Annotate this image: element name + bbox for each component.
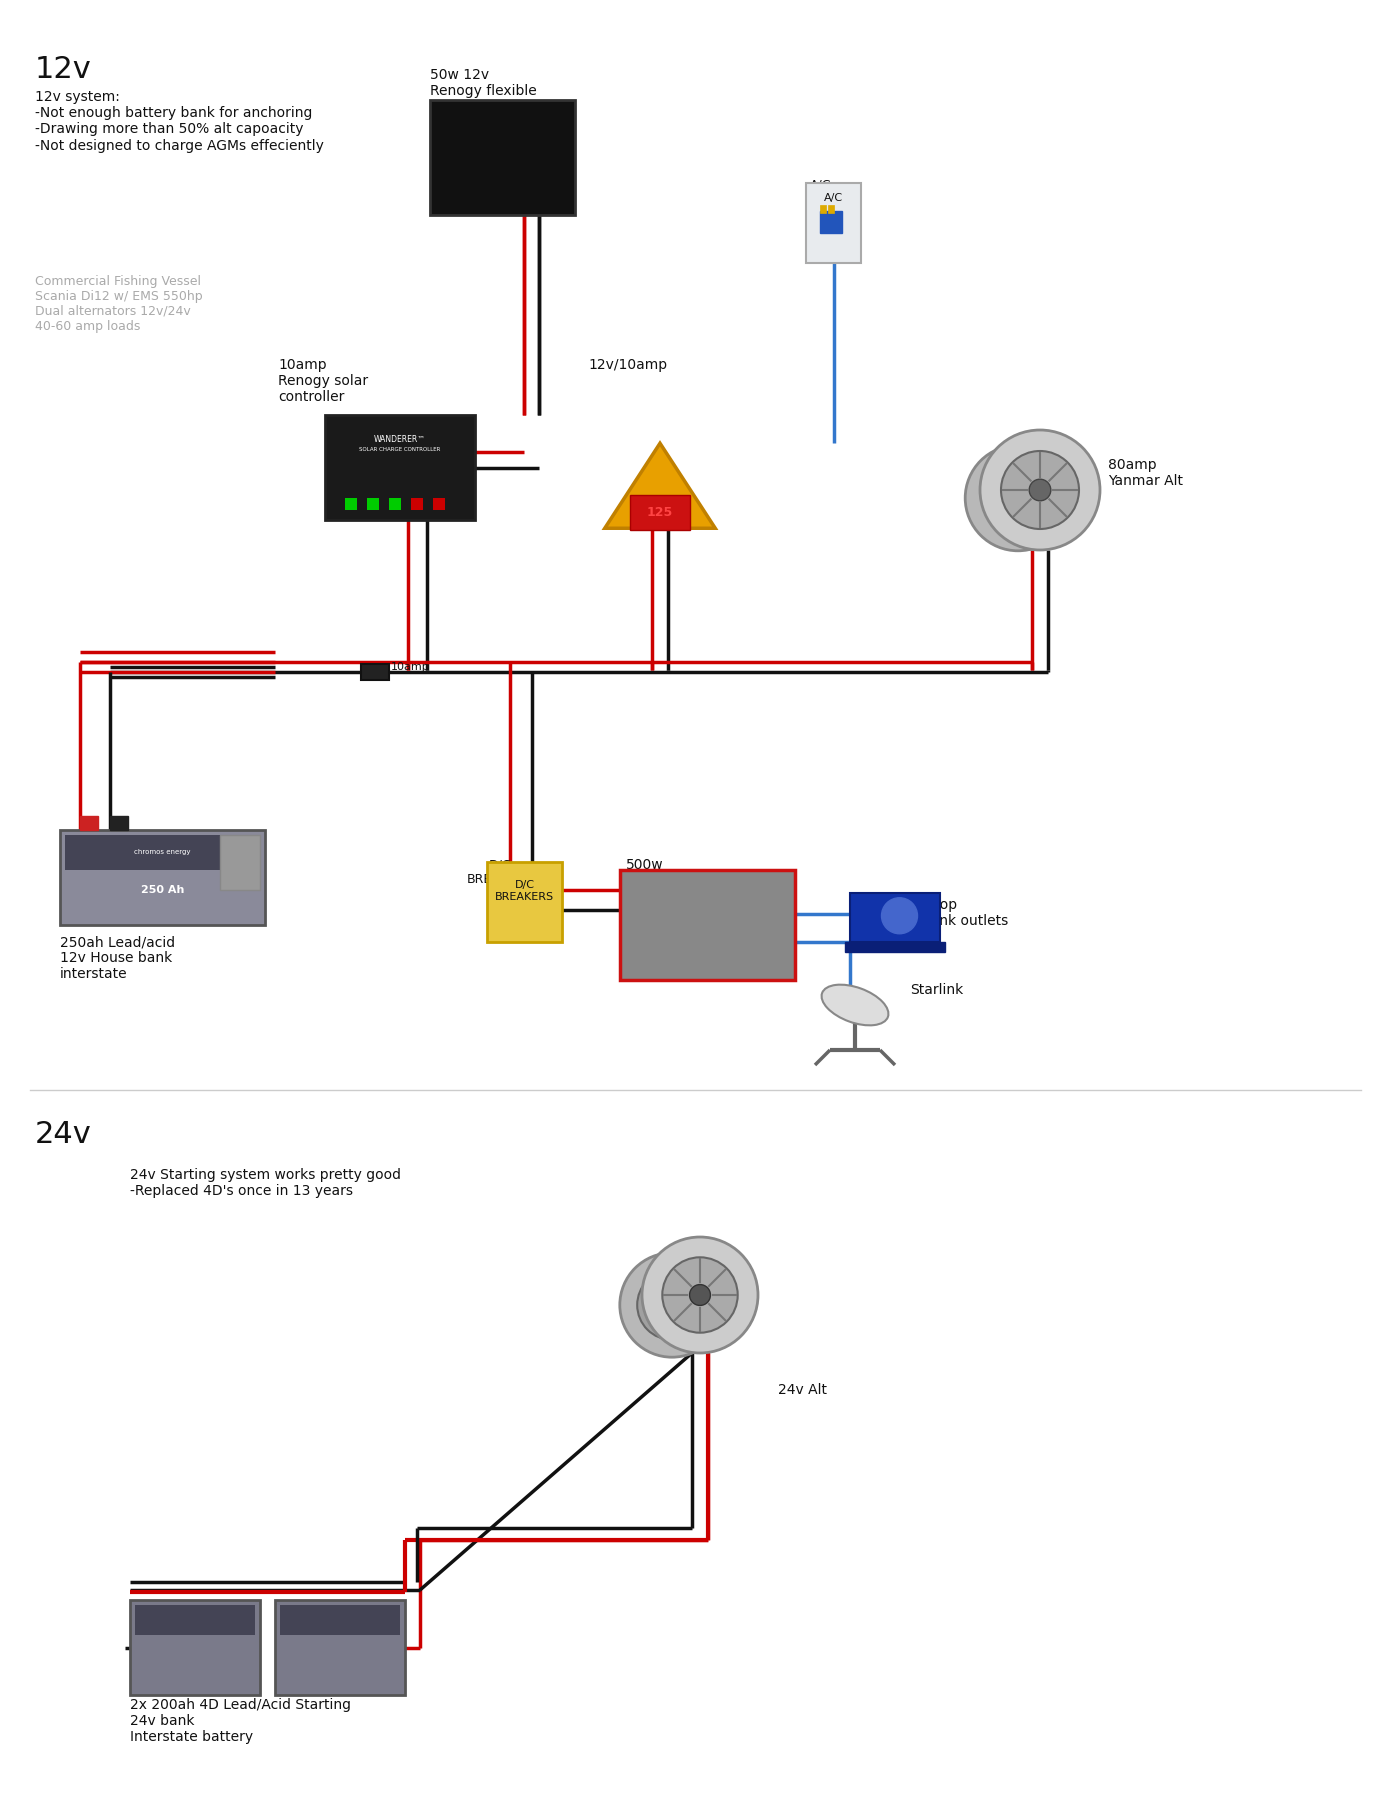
Text: 125: 125 (647, 506, 673, 518)
Circle shape (965, 445, 1071, 551)
Bar (280, 1606, 401, 1634)
Bar (81, 815, 97, 830)
Bar (821, 211, 842, 232)
Bar (129, 1600, 260, 1696)
Bar (110, 815, 128, 830)
Bar (828, 205, 835, 212)
Circle shape (643, 1237, 758, 1354)
Circle shape (620, 1253, 725, 1357)
Text: D/C
BREAKERS: D/C BREAKERS (495, 880, 554, 902)
Circle shape (981, 430, 1100, 551)
Text: 24v Alt: 24v Alt (778, 1382, 828, 1397)
Circle shape (1002, 452, 1079, 529)
Circle shape (637, 1271, 707, 1339)
Text: Starlink: Starlink (910, 983, 963, 997)
Bar (630, 495, 690, 529)
Bar (65, 835, 260, 869)
Bar (325, 416, 474, 520)
Text: 24v Starting system works pretty good
-Replaced 4D's once in 13 years: 24v Starting system works pretty good -R… (129, 1168, 401, 1199)
Ellipse shape (822, 985, 889, 1026)
Text: 50w 12v
Renogy flexible: 50w 12v Renogy flexible (430, 68, 537, 99)
Circle shape (662, 1256, 737, 1332)
Text: 2x 200ah 4D Lead/Acid Starting
24v bank
Interstate battery: 2x 200ah 4D Lead/Acid Starting 24v bank … (129, 1697, 351, 1744)
Bar (362, 664, 389, 680)
Bar (220, 835, 260, 889)
Bar (60, 830, 266, 925)
Text: 250ah Lead/acid
12v House bank
interstate: 250ah Lead/acid 12v House bank interstat… (60, 934, 175, 981)
Bar (430, 101, 574, 214)
Text: 12v system:
-Not enough battery bank for anchoring
-Drawing more than 50% alt ca: 12v system: -Not enough battery bank for… (35, 90, 324, 153)
Bar (844, 941, 944, 952)
Bar (367, 499, 378, 509)
Bar (135, 1606, 255, 1634)
Text: A/C: A/C (823, 193, 843, 203)
Text: 80amp
Yanmar Alt: 80amp Yanmar Alt (1109, 457, 1182, 488)
Text: A/C: A/C (810, 178, 832, 191)
Bar (850, 893, 940, 941)
Text: Commercial Fishing Vessel
Scania Di12 w/ EMS 550hp
Dual alternators 12v/24v
40-6: Commercial Fishing Vessel Scania Di12 w/… (35, 275, 203, 333)
Bar (433, 499, 445, 509)
Text: 12v: 12v (35, 56, 92, 85)
Bar (275, 1600, 405, 1696)
Text: WANDERER™: WANDERER™ (374, 436, 426, 445)
Bar (620, 869, 796, 979)
Text: chromos energy: chromos energy (135, 850, 191, 855)
Text: 24v: 24v (35, 1120, 92, 1148)
Bar (410, 499, 423, 509)
Bar (345, 499, 357, 509)
Bar (805, 184, 861, 263)
Bar (389, 499, 401, 509)
Text: 10amp: 10amp (391, 662, 430, 671)
Text: SOLAR CHARGE CONTROLLER: SOLAR CHARGE CONTROLLER (359, 446, 441, 452)
Text: 10amp
Renogy solar
controller: 10amp Renogy solar controller (278, 358, 369, 405)
Circle shape (882, 898, 918, 934)
Circle shape (982, 463, 1054, 535)
Bar (487, 862, 562, 941)
Circle shape (690, 1285, 711, 1305)
Text: 500w
Amazon
Inverter: 500w Amazon Inverter (626, 859, 682, 904)
Text: D/C
BREAKERS: D/C BREAKERS (467, 859, 533, 886)
Circle shape (1029, 479, 1050, 500)
Text: 12v/10amp: 12v/10amp (588, 358, 668, 373)
Bar (821, 205, 826, 212)
Text: 250 Ah: 250 Ah (140, 886, 184, 895)
Text: Laptop
+bunk outlets: Laptop +bunk outlets (910, 898, 1008, 929)
Polygon shape (605, 443, 715, 527)
